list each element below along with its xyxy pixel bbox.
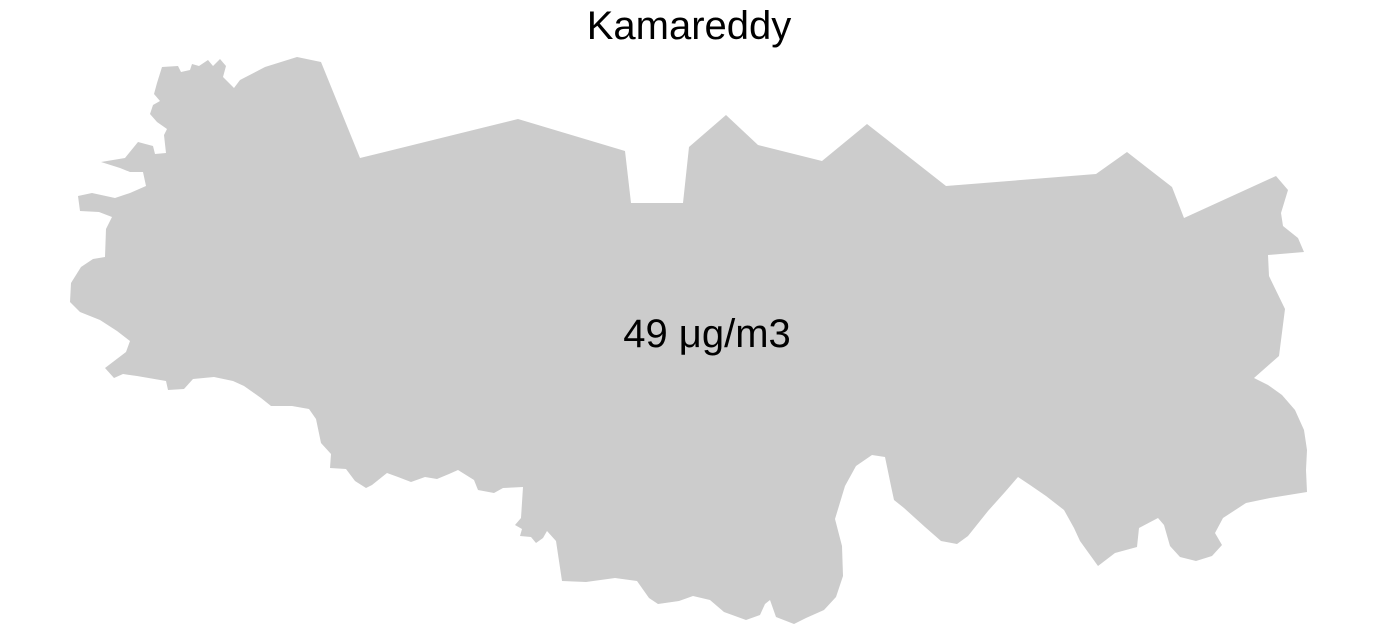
district-boundary xyxy=(70,57,1307,624)
pollution-value-label: 49 μg/m3 xyxy=(623,312,791,356)
map-title: Kamareddy xyxy=(586,4,792,48)
